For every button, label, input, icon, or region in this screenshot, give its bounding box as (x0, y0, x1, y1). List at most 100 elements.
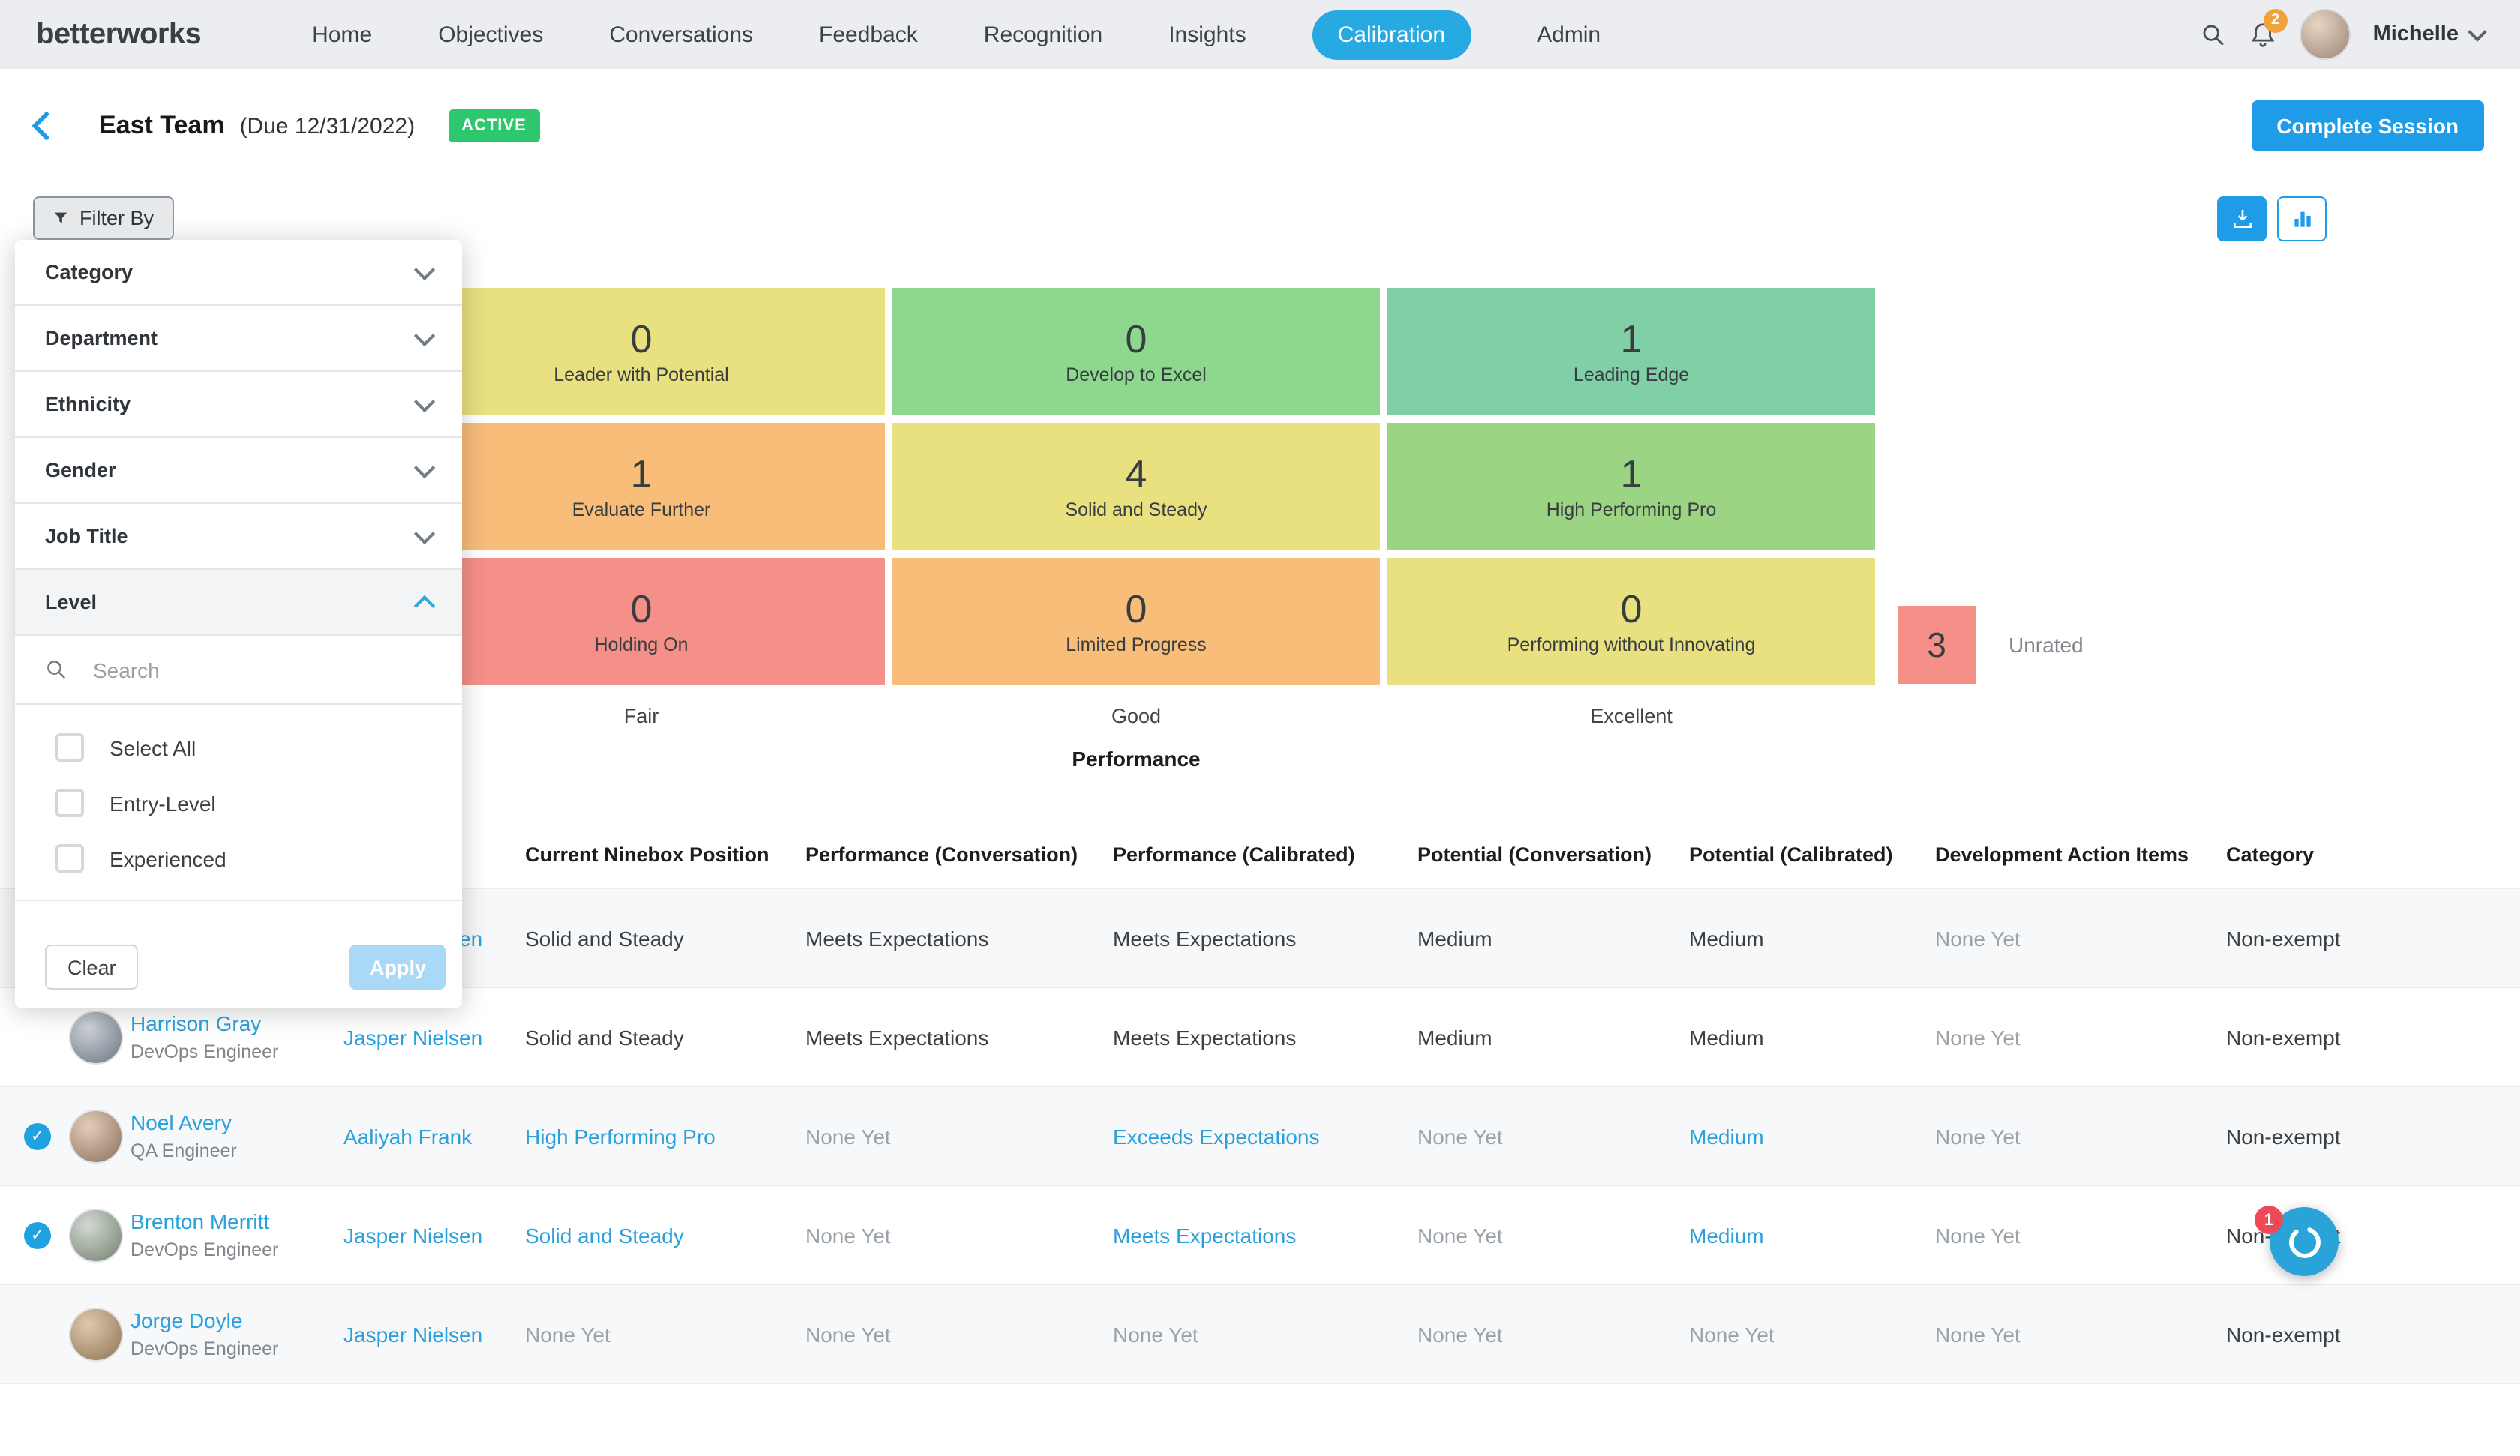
potential-conversation-cell: Medium (1418, 1025, 1492, 1049)
table-row[interactable]: Jorge Doyle DevOps Engineer Jasper Niels… (0, 1284, 2520, 1384)
nav-objectives[interactable]: Objectives (438, 22, 544, 47)
filter-option-experienced[interactable]: Experienced (15, 835, 462, 882)
filter-section-department[interactable]: Department (15, 306, 462, 372)
section-label: Job Title (45, 525, 128, 547)
user-menu[interactable]: Michelle (2373, 22, 2487, 46)
chevron-down-icon (413, 456, 436, 478)
back-button[interactable] (32, 111, 62, 141)
filter-section-level[interactable]: Level (15, 570, 462, 636)
performance-calibrated-cell[interactable]: Exceeds Expectations (1113, 1124, 1320, 1148)
row-selected-check-icon[interactable]: ✓ (24, 1122, 51, 1149)
chat-unread-badge: 1 (2254, 1206, 2283, 1234)
avatar (69, 1010, 123, 1064)
ninebox-cell-leader-with-potential[interactable]: 0 Leader with Potential (398, 288, 885, 415)
filter-search-row (15, 636, 462, 705)
filter-section-category[interactable]: Category (15, 240, 462, 306)
filter-search-input[interactable] (90, 656, 396, 683)
nav-admin[interactable]: Admin (1537, 22, 1601, 47)
chart-view-button[interactable] (2277, 196, 2326, 241)
cell-label: Solid and Steady (1065, 499, 1208, 521)
section-label: Category (45, 261, 134, 283)
table-row[interactable]: ✓ Noel Avery QA Engineer Aaliyah Frank H… (0, 1086, 2520, 1185)
ninebox-cell-leading-edge[interactable]: 1 Leading Edge (1388, 288, 1875, 415)
person-name-link[interactable]: Brenton Merritt (130, 1209, 270, 1233)
person-name-link[interactable]: Noel Avery (130, 1110, 232, 1134)
checkbox[interactable] (56, 844, 84, 873)
nav-home[interactable]: Home (312, 22, 373, 47)
chat-fab-button[interactable]: 1 (2254, 1206, 2338, 1276)
ninebox-cell-develop-to-excel[interactable]: 0 Develop to Excel (892, 288, 1380, 415)
performance-conversation-cell: None Yet (806, 1124, 891, 1148)
betterworks-logo[interactable]: betterworks (36, 17, 202, 50)
checkbox[interactable] (56, 733, 84, 762)
cell-label: Leader with Potential (554, 364, 729, 386)
cell-count: 0 (630, 316, 652, 361)
filter-option-entry-level[interactable]: Entry-Level (15, 780, 462, 826)
nav-insights[interactable]: Insights (1168, 22, 1246, 47)
category-cell: Non-exempt (2226, 1322, 2341, 1346)
apply-button[interactable]: Apply (350, 945, 446, 990)
bar-chart-icon (2294, 211, 2310, 227)
filter-section-ethnicity[interactable]: Ethnicity (15, 372, 462, 438)
session-title: East Team (99, 111, 225, 139)
row-selected-check-icon[interactable]: ✓ (24, 1221, 51, 1248)
filter-section-gender[interactable]: Gender (15, 438, 462, 504)
clear-button[interactable]: Clear (45, 945, 139, 990)
ninebox-cell-evaluate-further[interactable]: 1 Evaluate Further (398, 423, 885, 550)
table-row[interactable]: ✓ Brenton Merritt DevOps Engineer Jasper… (0, 1185, 2520, 1284)
filter-funnel-icon (54, 212, 68, 223)
performance-calibrated-cell[interactable]: Meets Expectations (1113, 1223, 1297, 1247)
tick-fair: Fair (623, 705, 659, 727)
cell-label: Limited Progress (1066, 634, 1207, 656)
col-category: Category (2226, 843, 2314, 866)
filter-by-button[interactable]: Filter By (33, 196, 174, 240)
person-name-cell: Jorge Doyle DevOps Engineer (130, 1308, 278, 1360)
cell-label: High Performing Pro (1546, 499, 1717, 521)
person-name-cell: Harrison Gray DevOps Engineer (130, 1011, 278, 1063)
nav-recognition[interactable]: Recognition (983, 22, 1103, 47)
development-items-cell: None Yet (1935, 926, 2020, 950)
person-name-link[interactable]: Jorge Doyle (130, 1308, 243, 1332)
ninebox-cell-performing-without-innovating[interactable]: 0 Performing without Innovating (1388, 558, 1875, 685)
nav-calibration[interactable]: Calibration (1312, 10, 1472, 59)
cell-count: 0 (630, 586, 652, 631)
filter-section-job-title[interactable]: Job Title (15, 504, 462, 570)
chevron-down-icon (413, 390, 436, 412)
search-icon[interactable] (2200, 22, 2226, 47)
ninebox-cell-holding-on[interactable]: 0 Holding On (398, 558, 885, 685)
chevron-up-icon (413, 594, 436, 616)
filter-option-select-all[interactable]: Select All (15, 724, 462, 771)
potential-calibrated-cell[interactable]: Medium (1689, 1223, 1764, 1247)
export-download-button[interactable] (2217, 196, 2266, 241)
nav-conversations[interactable]: Conversations (609, 22, 754, 47)
unrated-count-box[interactable]: 3 (1898, 606, 1976, 684)
ninebox-position-cell[interactable]: High Performing Pro (525, 1124, 716, 1148)
manager-link[interactable]: Jasper Nielsen (344, 1322, 483, 1346)
potential-calibrated-cell: None Yet (1689, 1322, 1774, 1346)
complete-session-button[interactable]: Complete Session (2251, 100, 2484, 151)
user-avatar[interactable] (2299, 9, 2350, 60)
table-row[interactable]: Harrison Gray DevOps Engineer Jasper Nie… (0, 987, 2520, 1086)
checkbox[interactable] (56, 789, 84, 817)
notifications-bell-icon[interactable]: 2 (2248, 8, 2288, 49)
ninebox-cell-high-performing-pro[interactable]: 1 High Performing Pro (1388, 423, 1875, 550)
panel-divider (15, 900, 462, 901)
col-performance-calibrated: Performance (Calibrated) (1113, 843, 1355, 866)
unrated-label: Unrated (2008, 633, 2084, 657)
session-header: East Team (Due 12/31/2022) ACTIVE Comple… (0, 69, 2520, 183)
person-name-link[interactable]: Harrison Gray (130, 1011, 262, 1035)
manager-link[interactable]: Jasper Nielsen (344, 1025, 483, 1049)
person-job-title: DevOps Engineer (130, 1041, 279, 1062)
manager-link[interactable]: Aaliyah Frank (344, 1124, 472, 1148)
ninebox-cell-limited-progress[interactable]: 0 Limited Progress (892, 558, 1380, 685)
person-job-title: QA Engineer (130, 1140, 237, 1161)
ninebox-position-cell[interactable]: Solid and Steady (525, 1223, 684, 1247)
ninebox-cell-solid-and-steady[interactable]: 4 Solid and Steady (892, 423, 1380, 550)
chevron-down-icon (413, 258, 436, 280)
development-items-cell: None Yet (1935, 1223, 2020, 1247)
manager-link[interactable]: Jasper Nielsen (344, 1223, 483, 1247)
nav-feedback[interactable]: Feedback (819, 22, 918, 47)
potential-calibrated-cell[interactable]: Medium (1689, 1124, 1764, 1148)
performance-conversation-cell: Meets Expectations (806, 1025, 989, 1049)
avatar (69, 1109, 123, 1163)
